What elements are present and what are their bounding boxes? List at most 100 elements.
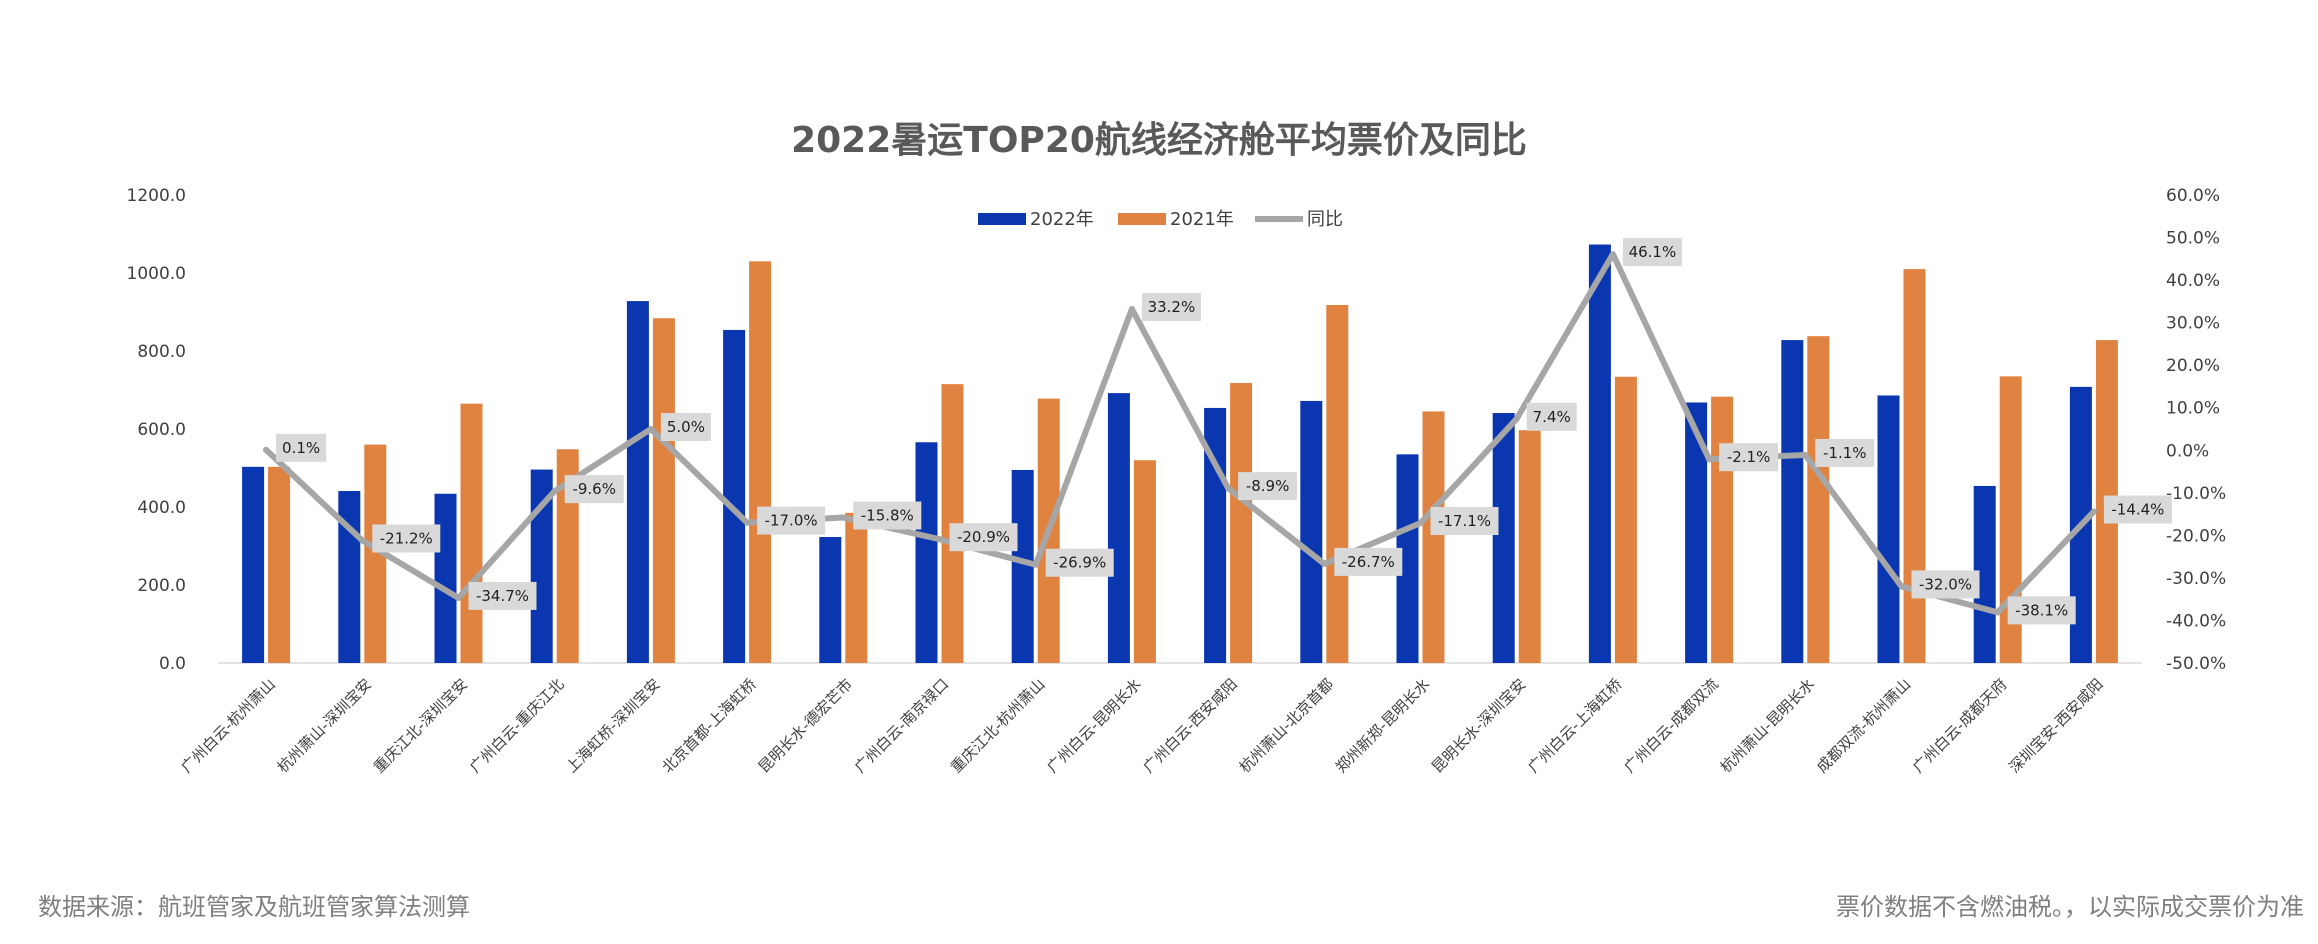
yoy-label: -2.1%: [1727, 448, 1771, 466]
yoy-label-box: [660, 413, 711, 441]
category-label: 广州白云-成都双流: [1621, 675, 1722, 776]
yoy-data-labels: 0.1% -21.2% -34.7% -9.6% 5.0% -17.0% -15.8% -20…: [276, 238, 2172, 625]
yoy-point: [263, 446, 270, 453]
legend-label: 2021年: [1170, 209, 1234, 230]
bar-2021: [268, 466, 291, 663]
yoy-label-box: [468, 581, 537, 610]
yoy-label-box: [1045, 548, 1114, 577]
category-label: 重庆江北-深圳宝安: [370, 675, 471, 776]
yoy-label-box: [2007, 596, 2076, 625]
bar-2021: [1711, 396, 1734, 663]
yoy-label-box: [1815, 438, 1875, 467]
yoy-label: 46.1%: [1629, 243, 1677, 261]
bar-2021: [460, 403, 483, 663]
bar-2022: [530, 469, 553, 663]
yoy-label: 33.2%: [1148, 298, 1196, 316]
bar-2022: [434, 493, 457, 663]
y-right-tick-label: -30.0%: [2166, 569, 2226, 589]
bar-2022: [242, 466, 265, 663]
category-label: 杭州萧山-北京首都: [1236, 675, 1337, 776]
y-right-tick-label: 30.0%: [2166, 314, 2220, 334]
legend: 2022年 2021年 同比: [978, 209, 1343, 230]
yoy-label: -20.9%: [957, 528, 1010, 546]
bar-2022: [1685, 402, 1708, 663]
yoy-point: [1706, 456, 1713, 463]
bar-2021: [1230, 382, 1253, 663]
bar-2021: [1903, 269, 1926, 663]
yoy-label: -34.7%: [476, 587, 529, 605]
yoy-label-box: [1238, 472, 1298, 501]
yoy-label: -17.1%: [1438, 512, 1491, 530]
yoy-label: -14.4%: [2111, 501, 2164, 519]
legend-label: 同比: [1307, 209, 1343, 230]
bar-2021: [1614, 376, 1637, 663]
yoy-label-box: [1622, 238, 1682, 267]
bar-2022: [1011, 469, 1034, 663]
bar-2021: [1807, 336, 1830, 663]
yoy-label-box: [853, 501, 922, 530]
bar-2022: [723, 329, 746, 663]
bar-2021: [1422, 411, 1445, 663]
yoy-label-box: [276, 433, 327, 462]
yoy-point: [1225, 485, 1232, 492]
category-label: 广州白云-上海虹桥: [1524, 675, 1625, 776]
yoy-point: [455, 594, 462, 601]
yoy-point: [936, 536, 943, 543]
y-left-tick-label: 600.0: [137, 420, 186, 440]
category-labels: 广州白云-杭州萧山杭州萧山-深圳宝安重庆江北-深圳宝安广州白云-重庆江北上海虹桥…: [178, 675, 2107, 776]
y-right-tick-label: 10.0%: [2166, 399, 2220, 419]
bar-2022: [1300, 400, 1323, 663]
yoy-point: [1321, 560, 1328, 567]
legend-swatch: [978, 213, 1026, 225]
y-right-tick-label: 0.0%: [2166, 441, 2209, 461]
yoy-label: -17.0%: [765, 512, 818, 530]
bar-2021: [364, 444, 387, 663]
yoy-point: [1898, 583, 1905, 590]
yoy-point: [1417, 520, 1424, 527]
y-right-tick-label: 60.0%: [2166, 186, 2220, 206]
category-label: 北京首都-上海虹桥: [659, 675, 760, 776]
bar-2022: [1973, 485, 1996, 663]
bar-2021: [845, 512, 868, 663]
yoy-point: [1128, 306, 1135, 313]
yoy-label: -21.2%: [380, 529, 433, 547]
category-label: 昆明长水-德宏芒市: [755, 675, 856, 776]
y-right-tick-label: -40.0%: [2166, 611, 2226, 631]
category-label: 深圳宝安-西安咸阳: [2005, 675, 2106, 776]
yoy-label-box: [2103, 495, 2172, 524]
y-right-tick-label: 40.0%: [2166, 271, 2220, 291]
category-label: 昆明长水-深圳宝安: [1428, 675, 1529, 776]
legend-label: 2022年: [1030, 209, 1094, 230]
y-left-tick-label: 0.0: [159, 654, 186, 674]
yoy-label-box: [1334, 547, 1403, 576]
yoy-point: [1802, 451, 1809, 458]
y-left-tick-label: 1200.0: [127, 186, 186, 206]
yoy-label-box: [1719, 443, 1779, 472]
yoy-point: [2090, 508, 2097, 515]
category-label: 广州白云-西安咸阳: [1140, 675, 1241, 776]
yoy-point: [1994, 609, 2001, 616]
category-label: 成都双流-杭州萧山: [1813, 675, 1914, 776]
category-label: 杭州萧山-昆明长水: [1717, 675, 1818, 776]
yoy-point: [1032, 561, 1039, 568]
legend-swatch: [1118, 213, 1166, 225]
category-label: 杭州萧山-深圳宝安: [274, 675, 375, 776]
yoy-label: -26.9%: [1053, 554, 1106, 572]
yoy-point: [1609, 251, 1616, 258]
y-left-tick-label: 800.0: [137, 342, 186, 362]
data-source-note: 数据来源：航班管家及航班管家算法测算: [38, 893, 470, 921]
category-label: 广州白云-成都天府: [1909, 675, 2010, 776]
y-right-tick-label: 20.0%: [2166, 356, 2220, 376]
bar-2022: [1107, 393, 1130, 663]
yoy-point: [1513, 415, 1520, 422]
bar-2022: [626, 301, 649, 663]
category-label: 重庆江北-杭州萧山: [947, 675, 1048, 776]
yoy-point: [647, 426, 654, 432]
yoy-label-box: [372, 524, 441, 553]
chart-title: 2022暑运TOP20航线经济舱平均票价及同比: [791, 119, 1527, 161]
bar-2022: [338, 491, 361, 663]
yoy-point: [551, 488, 558, 495]
yoy-label: -9.6%: [572, 480, 616, 498]
